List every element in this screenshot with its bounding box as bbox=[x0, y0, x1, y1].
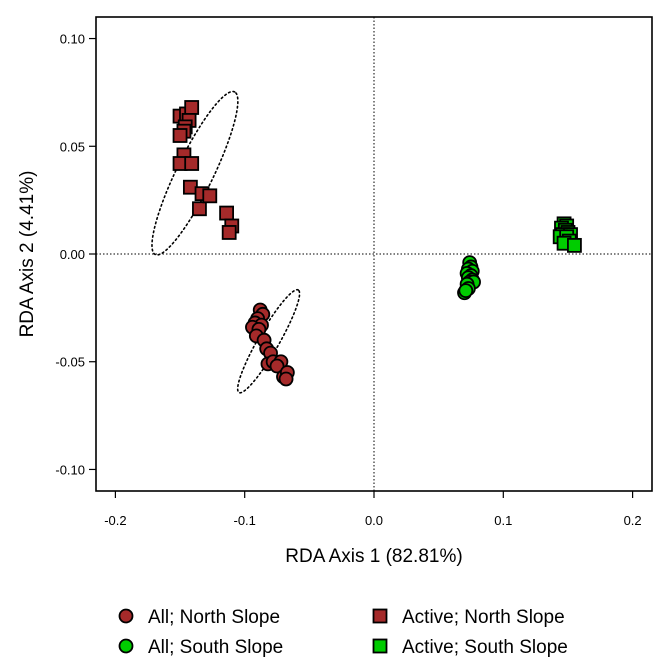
data-point bbox=[269, 358, 285, 374]
data-point bbox=[458, 283, 474, 299]
legend-label: Active; South Slope bbox=[402, 637, 568, 658]
legend-marker bbox=[118, 638, 134, 654]
legend-marker bbox=[118, 608, 134, 624]
y-tick-label: -0.10 bbox=[55, 462, 85, 477]
data-point bbox=[184, 100, 200, 115]
data-point bbox=[567, 237, 582, 253]
data-point bbox=[172, 128, 188, 143]
data-point bbox=[202, 188, 218, 204]
data-point bbox=[192, 201, 207, 217]
x-tick-label: 0.0 bbox=[365, 513, 383, 528]
y-axis-title: RDA Axis 2 (4.41%) bbox=[17, 171, 38, 338]
data-point bbox=[219, 205, 234, 221]
legend-marker bbox=[372, 638, 388, 654]
confidence-ellipse bbox=[151, 90, 239, 256]
legend-marker bbox=[372, 608, 388, 624]
legend-label: All; North Slope bbox=[148, 607, 280, 628]
y-tick-label: 0.10 bbox=[60, 32, 85, 47]
y-tick-label: -0.05 bbox=[55, 355, 85, 370]
confidence-ellipse bbox=[236, 288, 301, 394]
x-tick-label: 0.2 bbox=[624, 513, 642, 528]
confidence-ellipses bbox=[151, 90, 301, 394]
x-tick-label: -0.1 bbox=[233, 513, 255, 528]
x-axis-title: RDA Axis 1 (82.81%) bbox=[285, 546, 462, 567]
legend-label: Active; North Slope bbox=[402, 607, 565, 628]
y-tick-label: 0.05 bbox=[60, 139, 85, 154]
data-point bbox=[221, 225, 237, 240]
data-point bbox=[184, 156, 200, 171]
x-axis: -0.2 -0.1 0.0 0.1 0.2 bbox=[104, 491, 642, 528]
legend: All; North Slope Active; North Slope All; … bbox=[118, 607, 568, 658]
x-tick-label: -0.2 bbox=[104, 513, 126, 528]
y-tick-label: 0.00 bbox=[60, 247, 85, 262]
data-points bbox=[172, 100, 582, 387]
x-tick-label: 0.1 bbox=[494, 513, 512, 528]
data-point bbox=[278, 371, 294, 387]
y-axis: -0.10 -0.05 0.00 0.05 0.10 bbox=[55, 32, 96, 477]
legend-label: All; South Slope bbox=[148, 637, 283, 658]
